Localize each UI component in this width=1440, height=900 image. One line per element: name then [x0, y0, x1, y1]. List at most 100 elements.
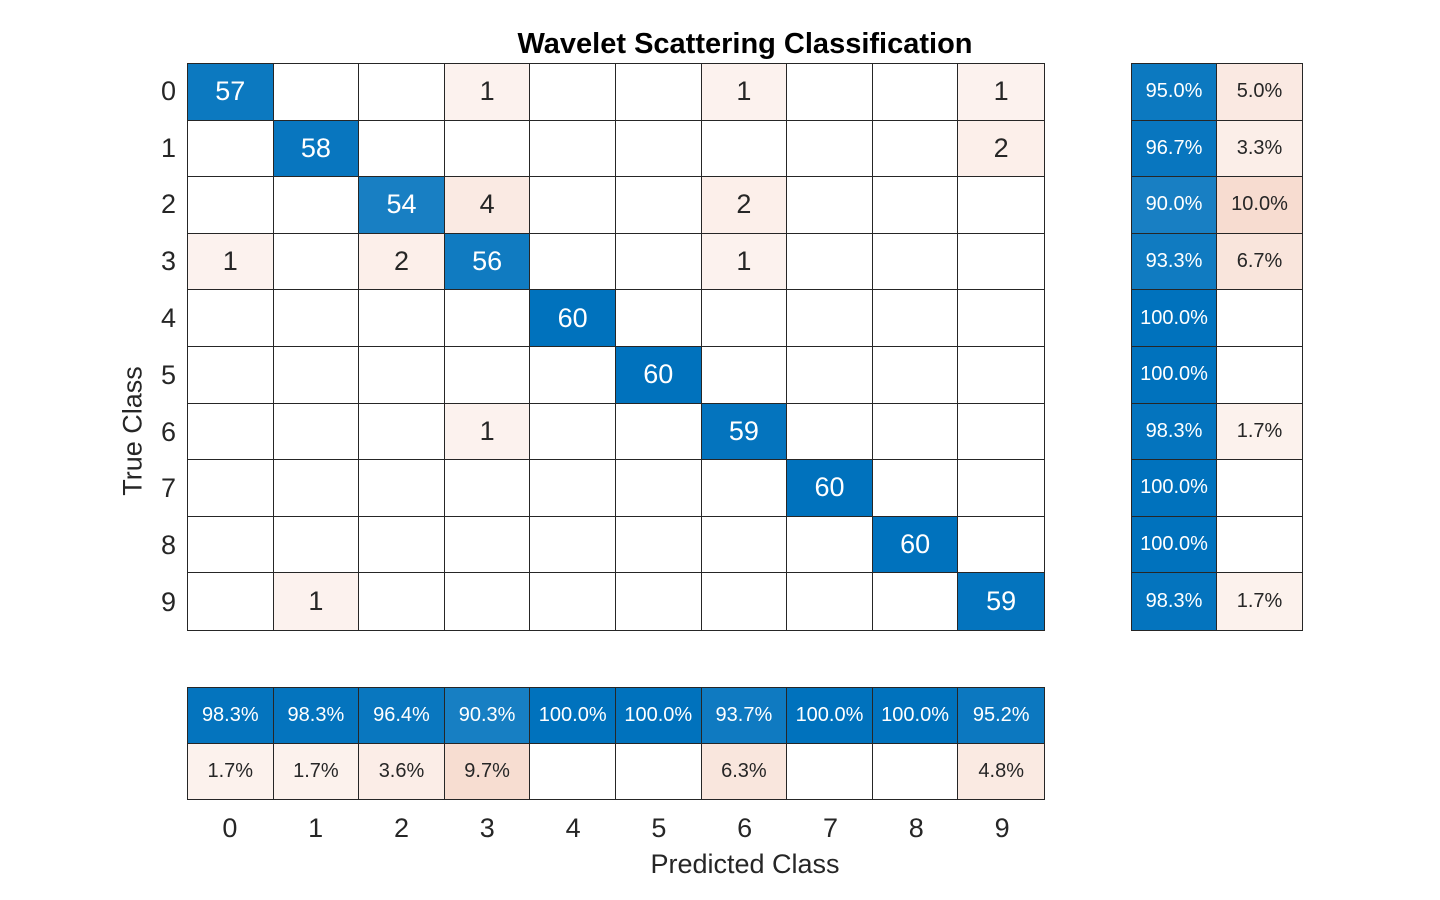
matrix-cell: [359, 290, 445, 347]
matrix-cell: [787, 573, 873, 630]
matrix-cell: [872, 573, 959, 630]
matrix-cell: [273, 64, 360, 121]
matrix-cell: 54: [359, 177, 445, 234]
column-summary-cell: 100.0%: [530, 688, 616, 744]
column-summary-cell: 6.3%: [701, 743, 788, 799]
x-tick-label: 8: [908, 812, 924, 843]
matrix-cell: 60: [787, 460, 873, 517]
y-tick-label: 5: [160, 359, 176, 390]
matrix-cell: [615, 516, 702, 574]
matrix-cell: [188, 573, 274, 630]
matrix-cell: [188, 120, 274, 178]
matrix-cell: [359, 346, 445, 404]
matrix-cell: [444, 346, 531, 404]
x-tick-label: 5: [651, 812, 667, 843]
matrix-cell: [787, 403, 873, 461]
matrix-cell: [188, 346, 274, 404]
column-summary-grid: 98.3% 98.3% 96.4% 90.3% 100.0% 100.0% 93.7% 100…: [187, 687, 1045, 800]
matrix-cell: [530, 516, 616, 574]
matrix-cell: [701, 290, 788, 347]
matrix-cell: [615, 64, 702, 121]
column-summary-cell: 95.2%: [958, 688, 1044, 744]
column-summary-cell: 100.0%: [872, 688, 959, 744]
matrix-cell: 56: [444, 233, 531, 291]
row-summary-cell: 93.3%: [1132, 233, 1217, 291]
row-summary-cell: 1.7%: [1217, 573, 1302, 630]
row-summary-cell: 90.0%: [1132, 177, 1217, 234]
row-summary-cell: [1217, 346, 1302, 404]
matrix-cell: [359, 573, 445, 630]
matrix-cell: [273, 516, 360, 574]
matrix-cell: [872, 233, 959, 291]
matrix-cell: [615, 177, 702, 234]
matrix-cell: 1: [273, 573, 360, 630]
matrix-cell: 1: [444, 64, 531, 121]
matrix-cell: [273, 460, 360, 517]
matrix-cell: [359, 64, 445, 121]
matrix-cell: [359, 516, 445, 574]
matrix-cell: [444, 120, 531, 178]
row-summary-cell: 5.0%: [1217, 64, 1302, 121]
matrix-cell: [958, 460, 1044, 517]
column-summary-cell: 98.3%: [273, 688, 360, 744]
y-tick-label: 3: [160, 246, 176, 277]
matrix-cell: [701, 460, 788, 517]
matrix-cell: [787, 233, 873, 291]
matrix-cell: [188, 516, 274, 574]
matrix-cell: [958, 233, 1044, 291]
matrix-cell: [958, 516, 1044, 574]
row-summary-cell: [1217, 290, 1302, 347]
matrix-cell: [530, 460, 616, 517]
row-summary-cell: 10.0%: [1217, 177, 1302, 234]
y-tick-label: 4: [160, 303, 176, 334]
matrix-cell: 58: [273, 120, 360, 178]
matrix-cell: [615, 290, 702, 347]
column-summary-cell: 93.7%: [701, 688, 788, 744]
x-tick-label: 4: [565, 812, 581, 843]
row-summary-cell: 6.7%: [1217, 233, 1302, 291]
column-summary-cell: [872, 743, 959, 799]
matrix-cell: 1: [444, 403, 531, 461]
matrix-cell: [188, 177, 274, 234]
x-tick-label: 9: [994, 812, 1010, 843]
row-summary-cell: 100.0%: [1132, 346, 1217, 404]
matrix-cell: [787, 516, 873, 574]
x-tick-label: 7: [822, 812, 838, 843]
matrix-cell: [530, 120, 616, 178]
column-summary-cell: 96.4%: [359, 688, 445, 744]
matrix-cell: [787, 64, 873, 121]
matrix-cell: [872, 64, 959, 121]
y-tick-label: 0: [160, 75, 176, 106]
matrix-cell: [530, 64, 616, 121]
matrix-cell: [872, 460, 959, 517]
matrix-cell: [615, 573, 702, 630]
matrix-cell: [958, 346, 1044, 404]
matrix-cell: [530, 346, 616, 404]
matrix-cell: [872, 290, 959, 347]
matrix-cell: [444, 516, 531, 574]
column-summary-cell: 90.3%: [444, 688, 531, 744]
x-tick-label: 0: [222, 812, 238, 843]
matrix-cell: 2: [359, 233, 445, 291]
matrix-cell: [872, 346, 959, 404]
column-summary-cell: [615, 743, 702, 799]
matrix-cell: 1: [958, 64, 1044, 121]
matrix-cell: [787, 120, 873, 178]
matrix-cell: [444, 460, 531, 517]
y-tick-label: 7: [160, 473, 176, 504]
matrix-cell: [530, 233, 616, 291]
matrix-cell: [273, 177, 360, 234]
y-tick-label: 8: [160, 530, 176, 561]
matrix-cell: [273, 233, 360, 291]
matrix-cell: [359, 403, 445, 461]
x-tick-label: 2: [393, 812, 409, 843]
matrix-cell: 1: [701, 233, 788, 291]
row-summary-cell: 100.0%: [1132, 460, 1217, 517]
matrix-cell: [872, 120, 959, 178]
matrix-cell: [444, 573, 531, 630]
matrix-cell: [615, 460, 702, 517]
matrix-cell: [530, 403, 616, 461]
matrix-cell: 4: [444, 177, 531, 234]
matrix-cell: 57: [188, 64, 274, 121]
